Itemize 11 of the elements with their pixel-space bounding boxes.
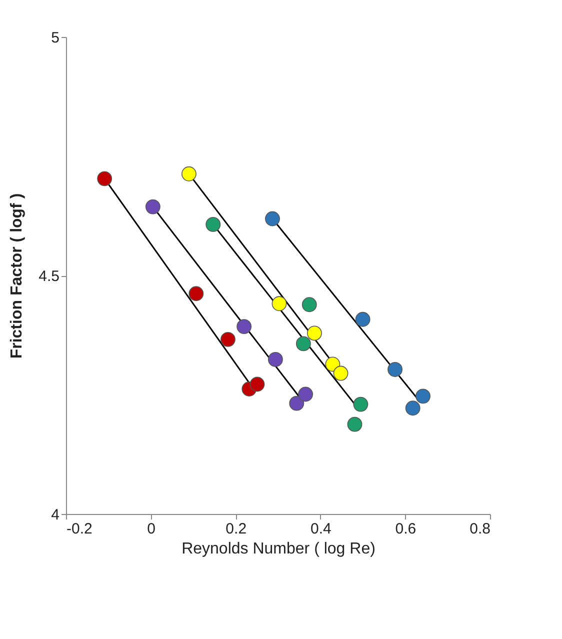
x-axis-title: Reynolds Number ( log Re): [182, 540, 376, 558]
y-tick-label: 4: [51, 506, 60, 524]
x-tick-label: 0.2: [226, 520, 247, 538]
y-tick-label: 5: [51, 30, 60, 46]
y-axis-title: Friction Factor ( logf ): [8, 193, 26, 359]
x-tick-label: 0: [147, 520, 156, 538]
x-tick-label: -0.2: [66, 520, 92, 538]
y-tick-label: 4.5: [38, 268, 60, 285]
x-tick-label: 0.6: [395, 520, 416, 538]
x-tick-label: 0.8: [470, 520, 490, 538]
x-tick-label: 0.4: [310, 520, 332, 538]
